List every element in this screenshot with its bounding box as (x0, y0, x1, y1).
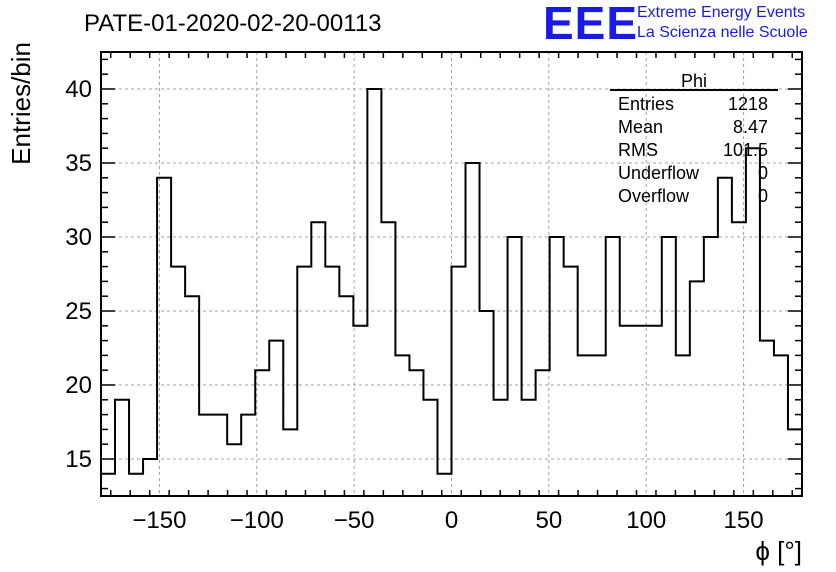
x-tick-label: 150 (724, 507, 764, 534)
stats-value: 0 (758, 163, 768, 183)
histogram-bin (395, 355, 409, 496)
histogram-bin (269, 341, 283, 496)
stats-label: Overflow (618, 186, 690, 206)
y-tick-label: 25 (65, 298, 92, 325)
x-tick-label: 0 (445, 507, 458, 534)
histogram-bin (199, 415, 213, 496)
histogram-bin (662, 237, 676, 496)
x-tick-label: 50 (536, 507, 563, 534)
histogram-bin (311, 222, 325, 496)
histogram-bin (381, 222, 395, 496)
histogram-bin (283, 429, 297, 496)
logo-caption-line2: La Scienza nelle Scuole (637, 24, 808, 41)
logo-caption-line1: Extreme Energy Events (637, 4, 806, 21)
stats-label: Entries (618, 94, 674, 114)
histogram-bin (452, 267, 466, 496)
x-tick-label: −150 (132, 507, 186, 534)
stats-value: 8.47 (733, 117, 768, 137)
stats-value: 0 (758, 186, 768, 206)
histogram-bin (760, 341, 774, 496)
histogram-bin (129, 474, 143, 496)
histogram-bin (297, 267, 311, 496)
histogram-bin (213, 415, 227, 496)
histogram-bin (227, 444, 241, 496)
y-tick-label: 35 (65, 150, 92, 177)
x-axis-title: ϕ [°] (755, 536, 802, 566)
histogram-bin (241, 415, 255, 496)
histogram-bin (788, 429, 802, 496)
histogram-bin (171, 267, 185, 496)
histogram-bin (367, 89, 381, 496)
histogram-outline (101, 88, 802, 475)
histogram-bin (592, 355, 606, 496)
y-axis-title: Entries/bin (6, 42, 36, 165)
stats-value: 1218 (728, 94, 768, 114)
histogram-bin (606, 237, 620, 496)
stats-label: RMS (618, 140, 658, 160)
y-tick-label: 20 (65, 372, 92, 399)
histogram-bin (536, 370, 550, 496)
histogram-bin (480, 311, 494, 496)
eee-logo: EEE (543, 0, 639, 49)
histogram-bin (704, 237, 718, 496)
stats-label: Mean (618, 117, 663, 137)
stats-label: Underflow (618, 163, 700, 183)
histogram-bin (255, 370, 269, 496)
histogram-bin (634, 326, 648, 496)
stats-box-title: Phi (681, 71, 707, 91)
histogram-bin (648, 326, 662, 496)
histogram-bin (774, 355, 788, 496)
histogram-bin (578, 355, 592, 496)
histogram-bin (690, 281, 704, 496)
histogram-bin (564, 267, 578, 496)
histogram-bin (620, 326, 634, 496)
stats-box: Phi Entries 1218 Mean 8.47 RMS 101.5 Underflow… (610, 71, 778, 206)
histogram-bin (437, 474, 451, 496)
y-tick-label: 40 (65, 76, 92, 103)
chart-title: PATE-01-2020-02-20-00113 (84, 10, 382, 37)
histogram-bin (353, 326, 367, 496)
histogram-bin (409, 370, 423, 496)
histogram-bin (423, 400, 437, 496)
axis-ticks (101, 52, 802, 496)
stats-value: 101.5 (723, 140, 768, 160)
histogram-bin (101, 474, 115, 496)
histogram-bin (339, 296, 353, 496)
histogram-bin (115, 400, 129, 496)
histogram-bin (718, 178, 732, 496)
y-tick-label: 15 (65, 446, 92, 473)
histogram-bin (185, 296, 199, 496)
x-tick-label: −50 (334, 507, 375, 534)
plot-frame (100, 51, 803, 497)
histogram-bin (508, 237, 522, 496)
tick-labels: −150 −100 −50 0 50 100 150 15 20 25 30 35 40 (65, 76, 763, 534)
histogram-bin (325, 267, 339, 496)
histogram-bin (522, 400, 536, 496)
histogram-bin (676, 355, 690, 496)
x-tick-label: −100 (230, 507, 284, 534)
histogram-bin (550, 237, 564, 496)
histogram-bin (494, 400, 508, 496)
histogram-bin (466, 163, 480, 496)
y-tick-label: 30 (65, 224, 92, 251)
x-tick-label: 100 (626, 507, 666, 534)
